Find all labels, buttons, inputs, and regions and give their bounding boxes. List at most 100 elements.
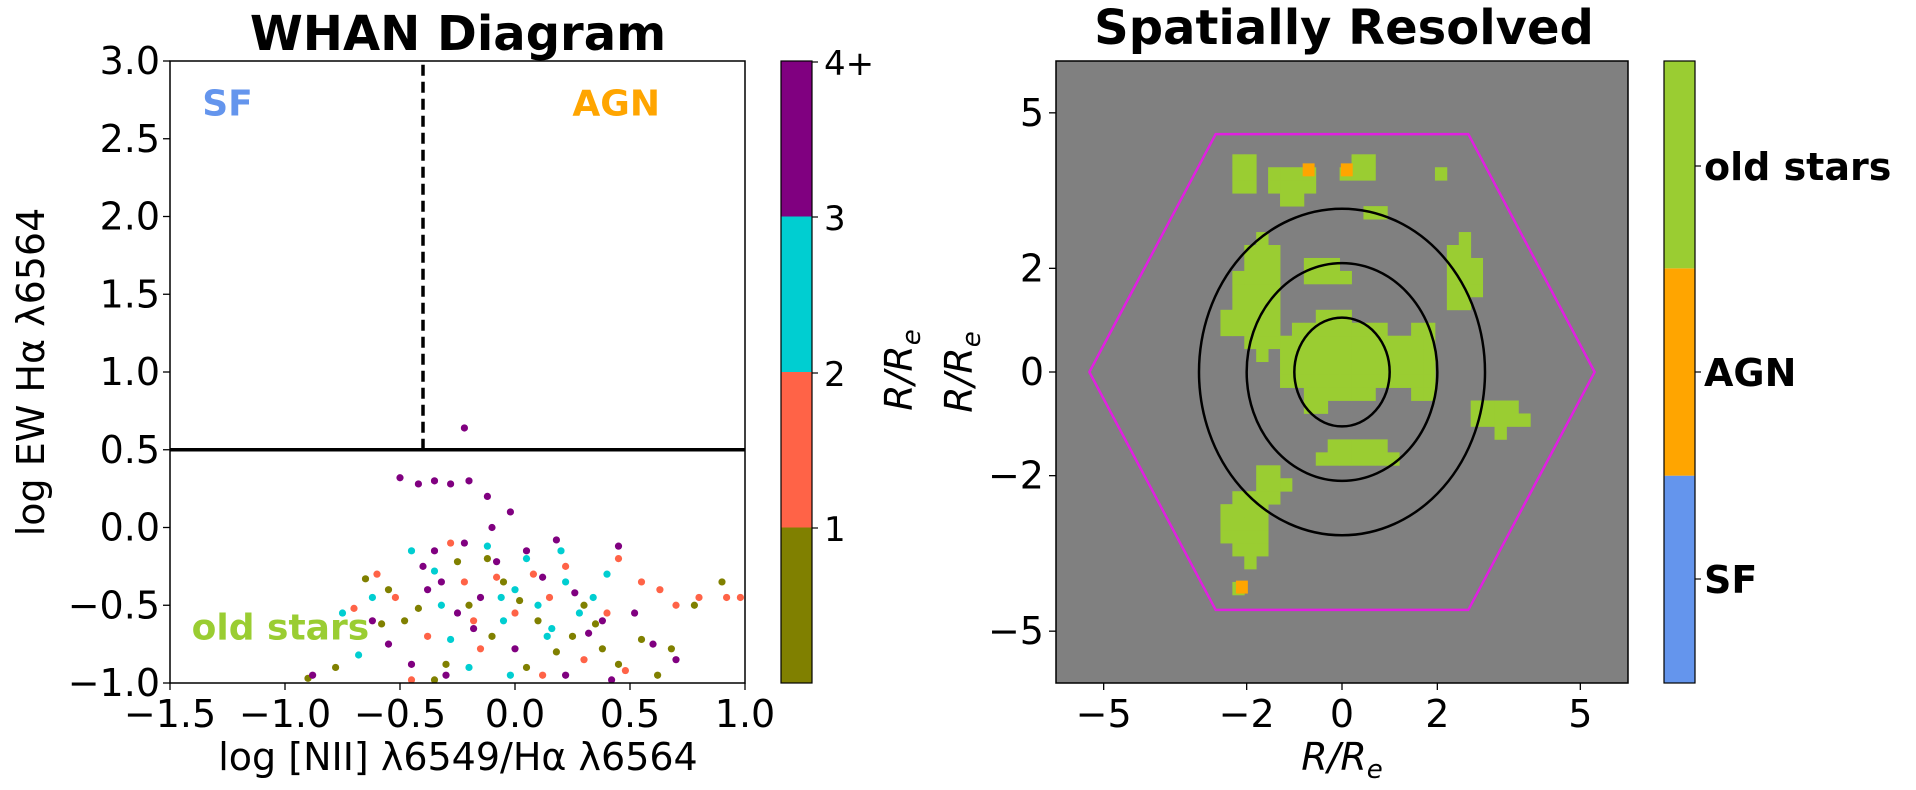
map-pixel (1399, 374, 1412, 388)
map-pixel (1387, 348, 1400, 363)
data-point (585, 629, 593, 637)
map-pixel (1303, 348, 1317, 363)
data-point (562, 562, 570, 570)
data-point (608, 676, 616, 684)
data-point (690, 601, 699, 609)
map-pixel (1482, 400, 1495, 414)
whan-colorbar-frame (780, 60, 813, 684)
data-point (493, 558, 501, 566)
map-pixel (1232, 154, 1245, 168)
map-pixel (1268, 491, 1281, 505)
map-pixel (1232, 180, 1245, 194)
data-point (631, 609, 639, 617)
map-pixel (1339, 374, 1352, 388)
data-point (414, 604, 422, 612)
map-pixel (1351, 374, 1364, 388)
map-pixel (1244, 270, 1257, 285)
map-pixel (1268, 322, 1281, 337)
whan-colorbar (781, 61, 812, 683)
map-pixel (1220, 322, 1233, 337)
map-pixel (1411, 387, 1424, 401)
map-pixel (1303, 180, 1317, 194)
data-point (672, 601, 680, 609)
map-colorbar-ticks: old stars AGN SF (1695, 145, 1891, 602)
radius-ellipse (1293, 316, 1391, 428)
radius-ellipse (1197, 207, 1487, 537)
map-pixel (1375, 348, 1388, 363)
data-point (407, 547, 416, 555)
map-pixel (1315, 387, 1329, 401)
map-pixel (1339, 348, 1352, 363)
map-pixel (1315, 361, 1329, 375)
y-tick-label: 0.0 (100, 506, 160, 550)
data-point (603, 570, 611, 578)
map-pixel (1303, 335, 1317, 350)
map-x-axis: −5 −2 0 2 5 (1076, 683, 1592, 736)
ifu-hexagon (1087, 132, 1597, 612)
data-point (575, 609, 584, 617)
whan-x-axis: −1.5 −1.0 −0.5 0.0 0.5 1.0 (124, 683, 775, 736)
map-pixel (1411, 335, 1424, 350)
map-pixel (1256, 491, 1269, 505)
map-pixel (1327, 361, 1341, 375)
data-point (614, 555, 623, 563)
map-pixel (1256, 478, 1269, 492)
annotation-sf: SF (202, 83, 253, 124)
data-point (637, 635, 646, 644)
map-pixel (1232, 270, 1245, 285)
map-pixel (1399, 348, 1412, 363)
map-pixel (1339, 387, 1352, 401)
map-pixel (1363, 348, 1376, 363)
map-pixel (1256, 283, 1269, 298)
map-pixel (1256, 348, 1269, 363)
map-pixel (1220, 517, 1233, 531)
svg-text:R/Re: R/Re (877, 329, 927, 411)
whan-title: WHAN Diagram (250, 6, 666, 62)
map-y-label-R: R/R (937, 347, 981, 413)
data-point (656, 586, 664, 594)
data-point (430, 567, 439, 575)
map-pixel (1280, 335, 1293, 350)
map-pixel (1256, 465, 1269, 479)
whan-cbar-tick-3: 3 (824, 199, 846, 239)
map-overlay (1087, 132, 1597, 612)
cbar-label-sub: e (897, 329, 927, 345)
map-x-tick-label: −5 (1076, 692, 1132, 736)
map-pixel (1327, 335, 1341, 350)
data-point (614, 660, 623, 668)
data-point (453, 558, 462, 566)
map-pixel (1363, 167, 1376, 181)
map-pixel (1280, 180, 1293, 194)
map-pixel (1446, 257, 1460, 272)
data-point (649, 640, 657, 648)
map-pixel (1327, 322, 1341, 337)
data-point (407, 676, 416, 684)
map-colorbar-segment (1664, 61, 1695, 269)
map-pixel (1303, 387, 1317, 401)
data-point (667, 645, 676, 653)
map-pixel (1232, 491, 1245, 505)
data-point (548, 624, 556, 633)
map-pixel (1494, 413, 1507, 427)
map-pixel (1315, 400, 1329, 414)
map-pixel (1244, 309, 1257, 324)
data-point (476, 645, 485, 653)
map-pixel (1458, 232, 1472, 246)
data-point (736, 593, 745, 602)
data-point (424, 632, 432, 640)
map-pixel (1458, 257, 1472, 272)
map-pixel (1244, 556, 1257, 570)
x-tick-label: 0.5 (600, 692, 660, 736)
map-pixels (1220, 154, 1531, 596)
data-point (355, 651, 363, 659)
data-point (672, 656, 680, 664)
whan-annotations: SF AGN old stars (192, 83, 660, 648)
whan-chart: WHAN Diagram −1.5 −1.0 −0.5 0.0 0.5 1.0 −1.0−… (9, 6, 927, 779)
data-point (309, 671, 317, 679)
map-pixel (1244, 530, 1257, 544)
map-pixel (1268, 283, 1281, 298)
map-pixel (1280, 193, 1293, 207)
data-point (493, 573, 501, 581)
x-tick-label: 1.0 (715, 692, 775, 736)
